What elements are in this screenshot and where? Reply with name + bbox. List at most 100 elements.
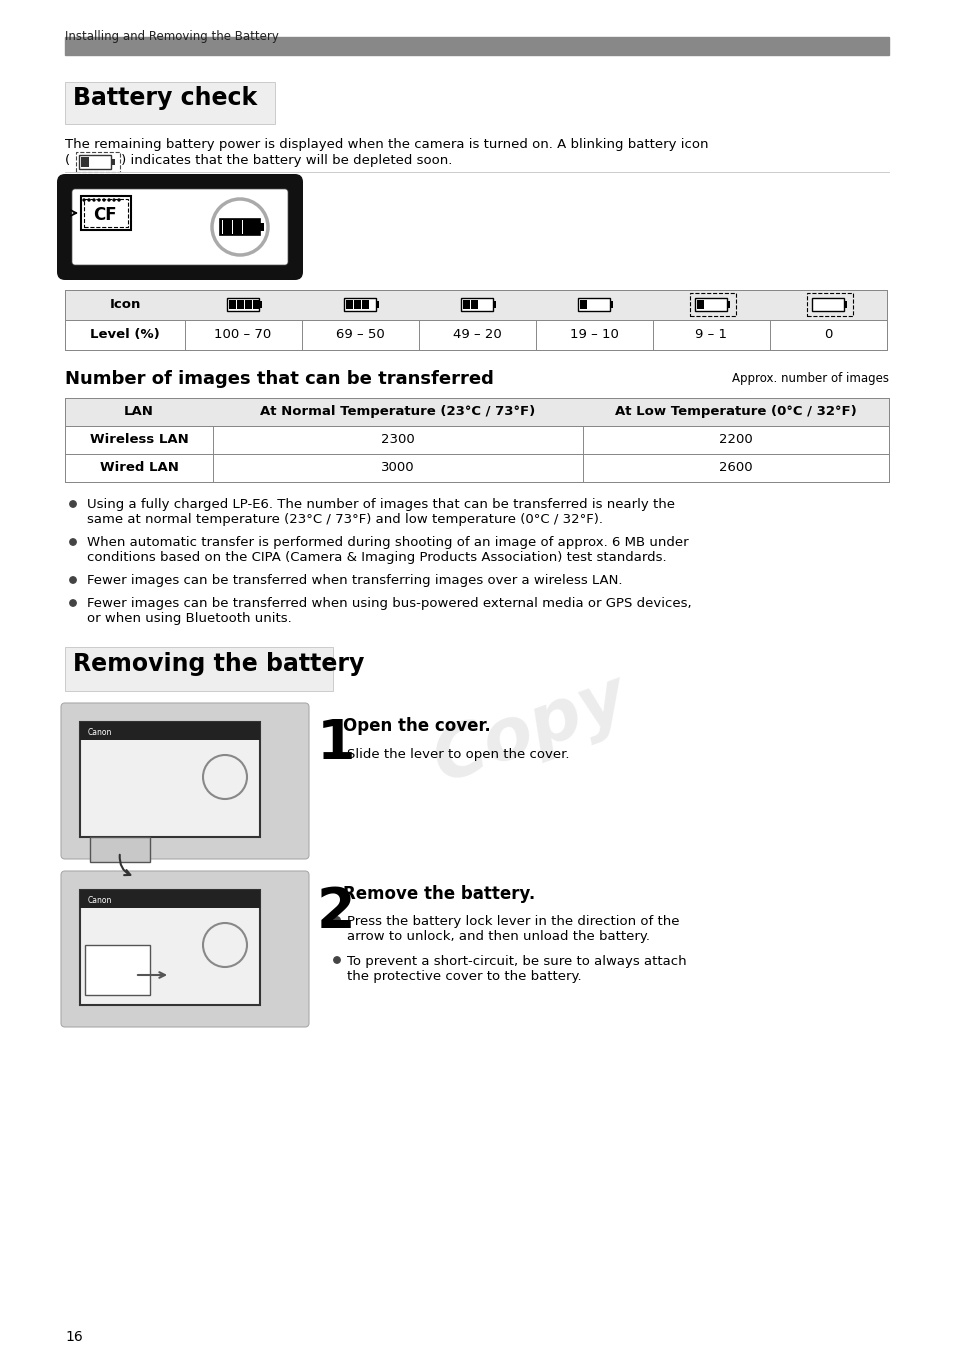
Bar [85, 945, 150, 995]
Text: At Normal Temperature (23°C / 73°F): At Normal Temperature (23°C / 73°F) [260, 406, 535, 418]
Bar [361, 300, 369, 310]
Text: arrow to unlock, and then unload the battery.: arrow to unlock, and then unload the bat… [347, 930, 649, 942]
Text: Fewer images can be transferred when transferring images over a wireless LAN.: Fewer images can be transferred when tra… [87, 575, 622, 587]
Bar [65, 82, 274, 124]
Bar [375, 301, 378, 308]
Bar [80, 890, 260, 1005]
Circle shape [70, 539, 76, 545]
Bar [695, 297, 726, 311]
Text: 19 – 10: 19 – 10 [569, 329, 618, 341]
Bar [65, 37, 888, 55]
Circle shape [334, 917, 340, 923]
Bar [726, 301, 729, 308]
Circle shape [112, 199, 115, 201]
Text: conditions based on the CIPA (Camera & Imaging Products Association) test standa: conditions based on the CIPA (Camera & I… [87, 552, 666, 564]
Text: 2: 2 [316, 886, 355, 940]
Text: 1: 1 [316, 717, 355, 771]
Bar [493, 301, 496, 308]
Circle shape [98, 199, 100, 201]
Bar [460, 297, 493, 311]
Bar [111, 160, 115, 165]
Text: CF: CF [92, 206, 116, 224]
Text: Using a fully charged LP-E6. The number of images that can be transferred is nea: Using a fully charged LP-E6. The number … [87, 498, 675, 511]
Bar [471, 300, 477, 310]
Bar [76, 151, 120, 172]
Text: Canon: Canon [88, 896, 112, 904]
Text: 2200: 2200 [719, 433, 752, 446]
Circle shape [70, 500, 76, 507]
Bar [232, 220, 233, 234]
Bar [80, 722, 260, 740]
FancyBboxPatch shape [61, 703, 309, 859]
Circle shape [118, 199, 120, 201]
Bar [84, 199, 128, 227]
Text: Slide the lever to open the cover.: Slide the lever to open the cover. [347, 748, 569, 761]
Text: 49 – 20: 49 – 20 [452, 329, 501, 341]
Bar [220, 219, 260, 235]
Bar [229, 300, 235, 310]
Bar [354, 300, 360, 310]
Text: (            ) indicates that the battery will be depleted soon.: ( ) indicates that the battery will be d… [65, 154, 452, 168]
Circle shape [70, 600, 76, 606]
Bar [65, 397, 888, 426]
Circle shape [92, 199, 95, 201]
Text: Installing and Removing the Battery: Installing and Removing the Battery [65, 30, 278, 43]
Text: LAN: LAN [124, 406, 153, 418]
Polygon shape [90, 837, 150, 863]
Text: Fewer images can be transferred when using bus-powered external media or GPS dev: Fewer images can be transferred when usi… [87, 598, 691, 610]
Bar [843, 301, 846, 308]
Text: To prevent a short-circuit, be sure to always attach: To prevent a short-circuit, be sure to a… [347, 955, 686, 968]
Bar [65, 454, 888, 483]
Text: 69 – 50: 69 – 50 [335, 329, 384, 341]
Text: 2300: 2300 [381, 433, 415, 446]
Text: same at normal temperature (23°C / 73°F) and low temperature (0°C / 32°F).: same at normal temperature (23°C / 73°F)… [87, 512, 602, 526]
Text: Approx. number of images: Approx. number of images [731, 372, 888, 385]
Text: Removing the battery: Removing the battery [73, 652, 364, 676]
Text: Battery check: Battery check [73, 87, 257, 110]
FancyBboxPatch shape [57, 174, 303, 280]
Text: The remaining battery power is displayed when the camera is turned on. A blinkin: The remaining battery power is displayed… [65, 138, 708, 151]
Circle shape [83, 199, 85, 201]
Text: At Low Temperature (0°C / 32°F): At Low Temperature (0°C / 32°F) [615, 406, 856, 418]
Bar [578, 297, 609, 311]
Bar [81, 196, 131, 230]
Bar [462, 300, 470, 310]
Text: 3000: 3000 [381, 461, 415, 475]
Text: or when using Bluetooth units.: or when using Bluetooth units. [87, 612, 292, 625]
Bar [260, 223, 264, 231]
Bar [79, 155, 111, 169]
Bar [65, 289, 886, 350]
Text: 16: 16 [65, 1330, 83, 1344]
Circle shape [103, 199, 105, 201]
Bar [579, 300, 586, 310]
Text: Wireless LAN: Wireless LAN [90, 433, 188, 446]
FancyBboxPatch shape [71, 189, 288, 265]
Circle shape [334, 750, 340, 756]
Bar [346, 300, 353, 310]
Bar [609, 301, 613, 308]
Bar [222, 220, 223, 234]
Bar [811, 297, 843, 311]
Bar [236, 300, 244, 310]
Bar [81, 157, 89, 168]
Bar [697, 300, 703, 310]
Text: Canon: Canon [88, 727, 112, 737]
Text: Number of images that can be transferred: Number of images that can be transferred [65, 370, 494, 388]
Bar [65, 320, 886, 350]
Text: Remove the battery.: Remove the battery. [343, 886, 535, 903]
Bar [80, 722, 260, 837]
Text: Wired LAN: Wired LAN [99, 461, 178, 475]
Bar [65, 289, 886, 320]
Text: Icon: Icon [110, 297, 140, 311]
Text: 0: 0 [823, 329, 831, 341]
Text: 100 – 70: 100 – 70 [214, 329, 272, 341]
Bar [65, 397, 888, 483]
Bar [253, 300, 260, 310]
Bar [65, 648, 333, 691]
Text: When automatic transfer is performed during shooting of an image of approx. 6 MB: When automatic transfer is performed dur… [87, 535, 688, 549]
Text: 2600: 2600 [719, 461, 752, 475]
Bar [344, 297, 375, 311]
Bar [242, 220, 243, 234]
Bar [245, 300, 252, 310]
Circle shape [88, 199, 90, 201]
